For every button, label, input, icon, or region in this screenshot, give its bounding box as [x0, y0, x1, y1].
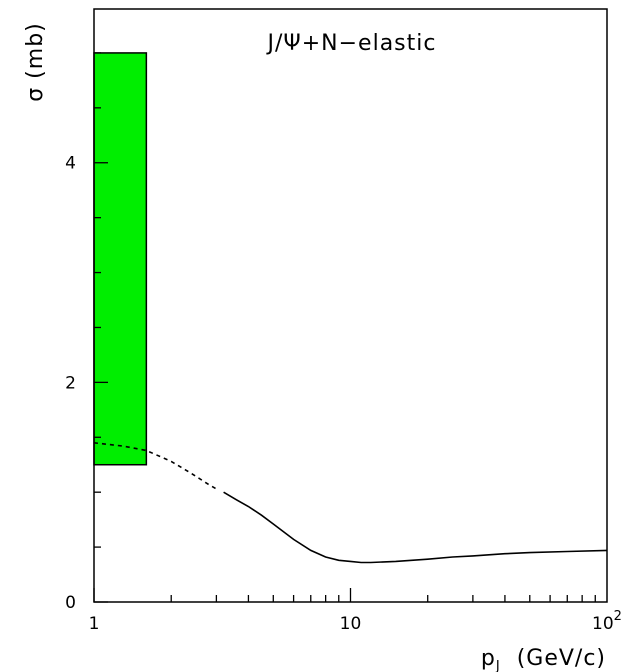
y-tick-label: 4 [65, 154, 76, 174]
x-tick-label: 102 [592, 609, 622, 634]
x-tick-label-superscript: 2 [614, 609, 622, 624]
y-tick-label: 2 [65, 373, 76, 393]
labels-layer: 1 10 102 0 2 4 [65, 154, 622, 634]
series-line-solid-1 [223, 491, 608, 564]
x-axis-title-sub: J [495, 659, 501, 672]
y-tick-label: 0 [65, 593, 76, 613]
series-layer [93, 442, 608, 564]
band-layer [93, 52, 148, 466]
x-axis-title-main: p [481, 646, 496, 671]
ticks-layer [93, 52, 596, 603]
x-tick-label: 10 [340, 614, 362, 634]
y-axis-title: σ (mb) [23, 22, 48, 102]
chart-annotation: J/Ψ+N−elastic [266, 31, 437, 56]
x-axis-title-rest: (GeV/c) [501, 646, 606, 671]
green-band [93, 52, 148, 466]
x-axis-title: pJ (GeV/c) [481, 646, 606, 672]
x-tick-label: 1 [89, 614, 100, 634]
series-line-dashed-0 [93, 442, 217, 490]
plot-frame [93, 8, 608, 603]
